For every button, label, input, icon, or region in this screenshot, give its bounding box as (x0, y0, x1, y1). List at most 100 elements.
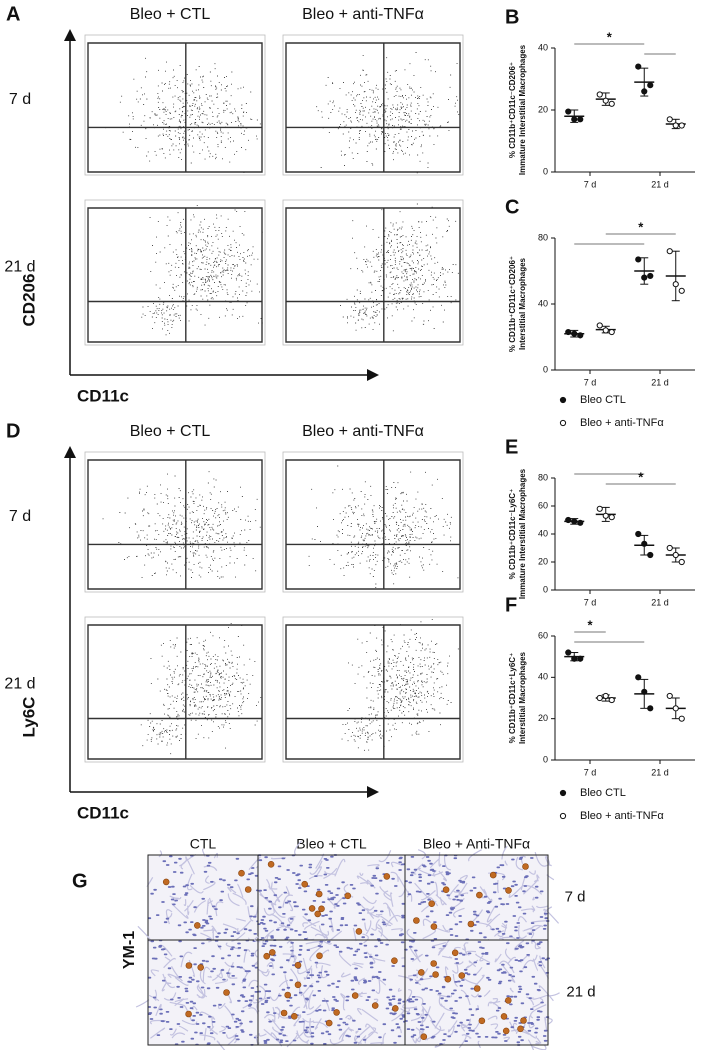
data-point (596, 694, 603, 702)
data-point (666, 116, 673, 123)
nuclei (404, 939, 551, 1046)
quadrant-gate (87, 459, 263, 590)
row-label: 21 d (4, 259, 35, 276)
event-cloud (316, 49, 460, 174)
y-tick-label: 80 (538, 472, 548, 482)
data-point (678, 558, 685, 566)
legend-label: Bleo CTL (580, 787, 626, 799)
x-tick-label: 21 d (651, 179, 669, 189)
ym1-positive-cells (267, 861, 391, 935)
significance-label: * (607, 29, 613, 44)
x-tick-label: 7 d (584, 377, 597, 387)
data-point (596, 322, 603, 329)
x-axis-label: CD11c (77, 386, 129, 405)
row-label: 7 d (565, 888, 586, 905)
data-point (635, 530, 642, 538)
column-title: Bleo + CTL (130, 423, 211, 440)
plot-frame (282, 616, 464, 763)
nuclei (257, 854, 407, 941)
y-tick-label: 80 (538, 232, 548, 242)
x-tick-label: 7 d (584, 179, 597, 189)
data-point (641, 540, 648, 547)
nuclei (147, 939, 260, 1046)
row-label: 21 d (4, 676, 35, 693)
y-axis-label: Interstitial Macrophages (518, 651, 527, 744)
data-point (608, 328, 615, 336)
nuclei (404, 854, 550, 941)
data-point (678, 122, 685, 129)
quadrant-gate (87, 207, 263, 343)
y-axis-label: % CD11b⁺CD11c⁻CD206⁺ (508, 62, 517, 158)
ym1-positive-cells (185, 962, 230, 1018)
data-point (602, 97, 609, 104)
data-point (608, 514, 615, 521)
significance-label: * (638, 219, 644, 234)
data-point (672, 705, 679, 712)
data-point (571, 116, 578, 123)
data-point (565, 516, 572, 524)
tissue-walls (398, 936, 560, 1050)
quadrant-gate (285, 459, 461, 590)
y-axis-label: Immature Interstitial Macrophages (518, 468, 527, 599)
stain-label: YM-1 (121, 931, 138, 969)
column-title: Bleo + Anti-TNFα (423, 836, 530, 852)
data-point (672, 281, 679, 288)
data-point (577, 332, 584, 339)
ym1-positive-cells (263, 949, 399, 1027)
nuclei (147, 854, 260, 941)
quadrant-gate (87, 624, 263, 760)
data-point (666, 248, 673, 255)
data-point (577, 116, 584, 123)
data-point (641, 688, 648, 695)
quadrant-gate (87, 42, 263, 173)
plot-frame (84, 616, 266, 763)
panel-letter: F (505, 594, 517, 616)
plot-frame (282, 451, 464, 593)
event-cloud (105, 57, 261, 173)
data-point (678, 715, 685, 722)
nuclei (257, 939, 407, 1045)
x-tick-label: 7 d (584, 597, 597, 607)
data-point (571, 330, 578, 337)
ym1-positive-cells (413, 863, 529, 930)
y-axis-label: CD206 (19, 274, 38, 327)
x-axis-label: CD11c (77, 803, 129, 822)
quadrant-gate (285, 207, 461, 343)
data-point (608, 696, 615, 704)
plot-frame (84, 451, 266, 593)
column-title: Bleo + CTL (296, 836, 367, 852)
legend-marker (559, 396, 567, 404)
data-point (666, 544, 673, 552)
y-tick-label: 40 (538, 42, 548, 52)
y-tick-label: 0 (543, 584, 548, 594)
y-axis-label: % CD11b⁺CD11c⁺CD206⁺ (508, 256, 517, 352)
legend-marker (559, 789, 567, 797)
plot-frame (84, 199, 266, 346)
data-point (577, 519, 584, 526)
data-point (678, 287, 685, 294)
data-point (672, 122, 679, 129)
data-point (565, 649, 572, 656)
data-point (565, 328, 572, 336)
y-tick-label: 20 (538, 104, 548, 114)
data-point (602, 512, 609, 519)
y-axis-label: % CD11b⁺CD11c⁻Ly6C⁺ (508, 489, 517, 580)
x-tick-label: 21 d (651, 767, 669, 777)
micrograph-border (404, 939, 549, 1046)
data-point (602, 692, 609, 700)
row-label: 21 d (566, 983, 595, 1000)
panel-letter: E (505, 436, 518, 458)
ym1-positive-cells (162, 869, 252, 929)
data-point (596, 91, 603, 98)
legend-label: Bleo + anti-TNFα (580, 810, 664, 822)
x-tick-label: 21 d (651, 377, 669, 387)
legend-label: Bleo CTL (580, 394, 626, 406)
column-title: Bleo + anti-TNFα (302, 423, 424, 440)
x-tick-label: 7 d (584, 767, 597, 777)
data-point (571, 518, 578, 525)
data-point (635, 63, 642, 70)
data-point (596, 505, 603, 512)
plot-frame (84, 34, 266, 176)
column-title: CTL (190, 836, 217, 852)
